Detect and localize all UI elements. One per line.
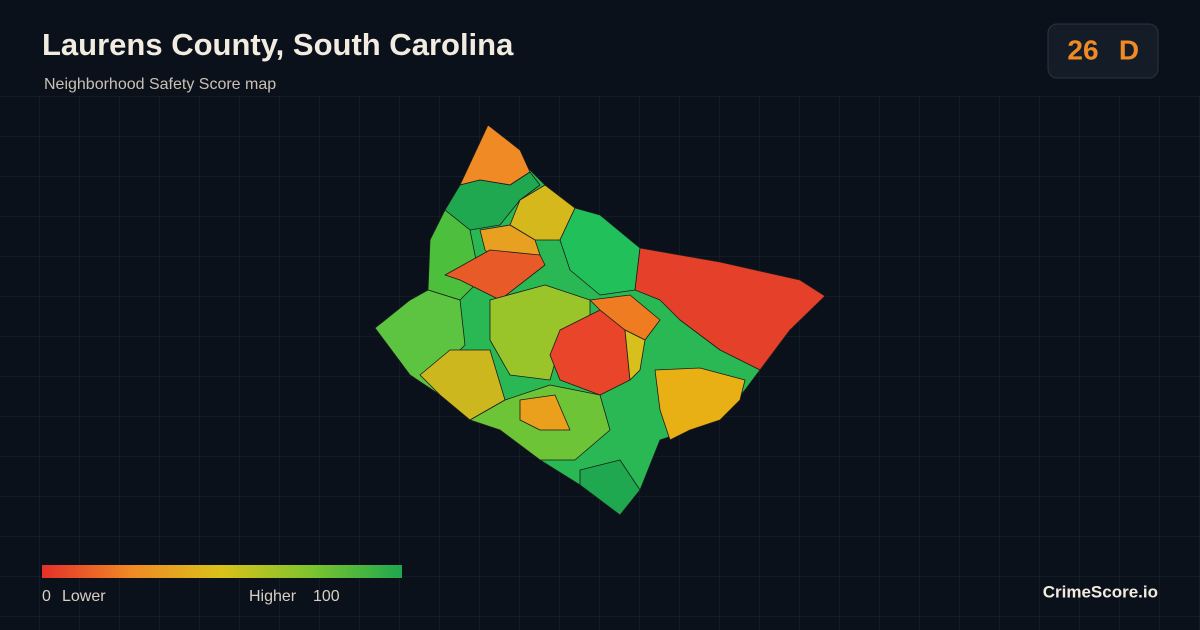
legend-max-label: Higher bbox=[249, 588, 297, 605]
title: Laurens County, South Carolina bbox=[42, 27, 514, 62]
subtitle: Neighborhood Safety Score map bbox=[44, 76, 276, 93]
score-box bbox=[1047, 23, 1159, 79]
county-map bbox=[374, 124, 826, 516]
brand: CrimeScore.io bbox=[1043, 582, 1158, 601]
legend-max: 100 bbox=[313, 588, 340, 605]
score-grade: D bbox=[1119, 34, 1139, 65]
legend-min: 0 bbox=[42, 588, 51, 605]
legend-min-label: Lower bbox=[62, 588, 106, 605]
legend-gradient bbox=[42, 565, 402, 578]
score-value: 26 bbox=[1067, 34, 1098, 65]
